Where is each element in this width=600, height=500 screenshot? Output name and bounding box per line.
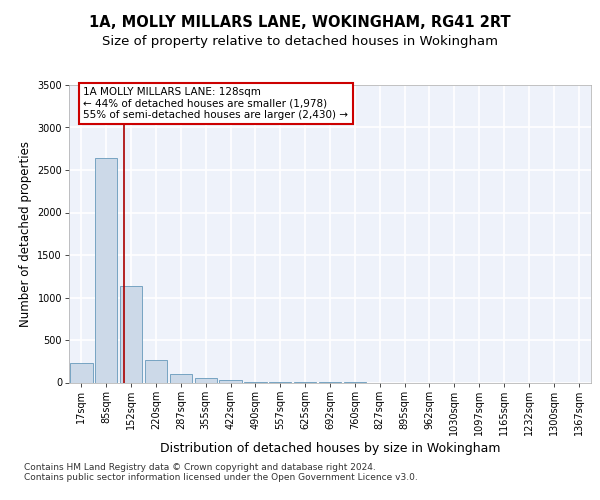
Bar: [95, 158, 118, 382]
Text: 1A, MOLLY MILLARS LANE, WOKINGHAM, RG41 2RT: 1A, MOLLY MILLARS LANE, WOKINGHAM, RG41 …: [89, 15, 511, 30]
Bar: [194, 378, 217, 382]
Text: Size of property relative to detached houses in Wokingham: Size of property relative to detached ho…: [102, 34, 498, 48]
Bar: [70, 363, 92, 382]
Text: 1A MOLLY MILLARS LANE: 128sqm
← 44% of detached houses are smaller (1,978)
55% o: 1A MOLLY MILLARS LANE: 128sqm ← 44% of d…: [83, 86, 349, 120]
Text: Contains HM Land Registry data © Crown copyright and database right 2024.
Contai: Contains HM Land Registry data © Crown c…: [24, 462, 418, 482]
Bar: [220, 380, 242, 382]
Y-axis label: Number of detached properties: Number of detached properties: [19, 141, 32, 327]
X-axis label: Distribution of detached houses by size in Wokingham: Distribution of detached houses by size …: [160, 442, 500, 455]
Bar: [170, 374, 192, 382]
Bar: [145, 360, 167, 382]
Bar: [120, 286, 142, 382]
